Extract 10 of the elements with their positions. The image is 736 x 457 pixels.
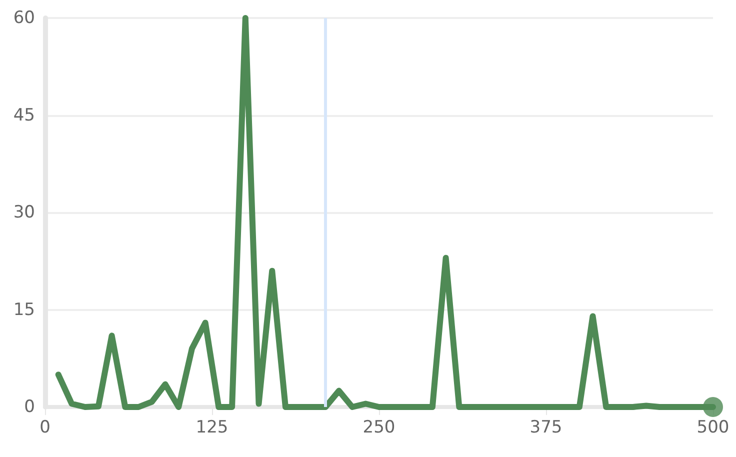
x-tick-label: 250 — [362, 418, 396, 438]
y-tick-label: 0 — [24, 397, 35, 417]
x-tick-label: 375 — [530, 418, 562, 438]
y-tick-label: 30 — [13, 202, 35, 222]
y-tick-label: 45 — [13, 105, 35, 126]
y-tick-label: 15 — [13, 300, 35, 320]
x-tick-label: 0 — [40, 418, 50, 438]
x-tick-label: 125 — [196, 418, 228, 438]
x-tick-label: 500 — [696, 418, 730, 438]
y-tick-label: 60 — [13, 8, 35, 28]
